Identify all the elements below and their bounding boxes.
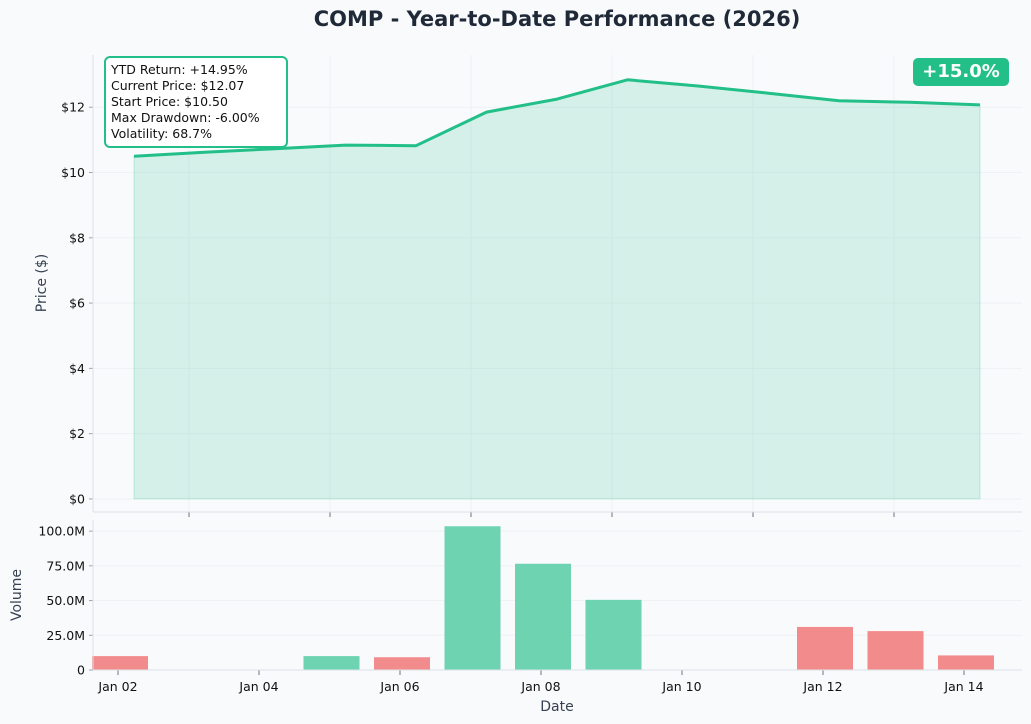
- volume-x-tick-label: Jan 04: [238, 679, 278, 694]
- price-y-tick-label: $10: [61, 165, 85, 180]
- price-y-label: Price ($): [34, 254, 50, 312]
- price-y-tick-label: $2: [69, 426, 85, 441]
- volume-x-tick-label: Jan 14: [943, 679, 983, 694]
- price-y-tick-label: $8: [69, 230, 85, 245]
- stat-max-drawdown: Max Drawdown: -6.00%: [111, 110, 260, 125]
- stats-box: YTD Return: +14.95% Current Price: $12.0…: [104, 56, 288, 148]
- price-y-tick-label: $6: [69, 296, 85, 311]
- stat-volatility: Volatility: 68.7%: [111, 126, 212, 141]
- volume-panel: 0 25.0M 50.0M 75.0M 100.0M Jan 02 Jan 04 Jan 0…: [9, 520, 1022, 715]
- price-line: [133, 78, 981, 158]
- volume-bar: [374, 657, 430, 670]
- volume-bar: [92, 656, 148, 670]
- price-y-tick-label: $0: [69, 491, 85, 506]
- volume-y-label: Volume: [9, 569, 25, 621]
- volume-x-tick-label: Jan 12: [802, 679, 842, 694]
- volume-bar: [444, 526, 501, 670]
- volume-bar: [303, 656, 360, 670]
- volume-bar: [867, 631, 924, 670]
- volume-x-tick-label: Jan 06: [379, 679, 419, 694]
- volume-x-tick-label: Jan 02: [97, 679, 137, 694]
- stat-ytd-return: YTD Return: +14.95%: [111, 62, 248, 77]
- stat-start-price: Start Price: $10.50: [111, 94, 228, 109]
- volume-y-tick-label: 75.0M: [46, 558, 85, 573]
- volume-y-tick-label: 100.0M: [38, 524, 85, 539]
- volume-y-tick-label: 50.0M: [46, 593, 85, 608]
- volume-y-tick-label: 0: [77, 663, 85, 678]
- price-y-tick-label: $12: [61, 100, 85, 115]
- return-badge: +15.0%: [913, 58, 1009, 86]
- price-y-tick-label: $4: [69, 361, 85, 376]
- volume-y-tick-label: 25.0M: [46, 628, 85, 643]
- volume-x-tick-label: Jan 10: [661, 679, 701, 694]
- volume-bar: [797, 626, 853, 670]
- volume-bar: [938, 655, 994, 670]
- stat-current-price: Current Price: $12.07: [111, 78, 245, 93]
- volume-x-tick-label: Jan 08: [520, 679, 560, 694]
- volume-bar: [515, 563, 571, 670]
- volume-bar: [585, 599, 642, 670]
- price-panel: $0 $2 $4 $6 $8 $10 $12 Price ($): [34, 55, 1022, 517]
- volume-x-label: Date: [540, 699, 573, 715]
- chart-title: COMP - Year-to-Date Performance (2026): [314, 7, 801, 31]
